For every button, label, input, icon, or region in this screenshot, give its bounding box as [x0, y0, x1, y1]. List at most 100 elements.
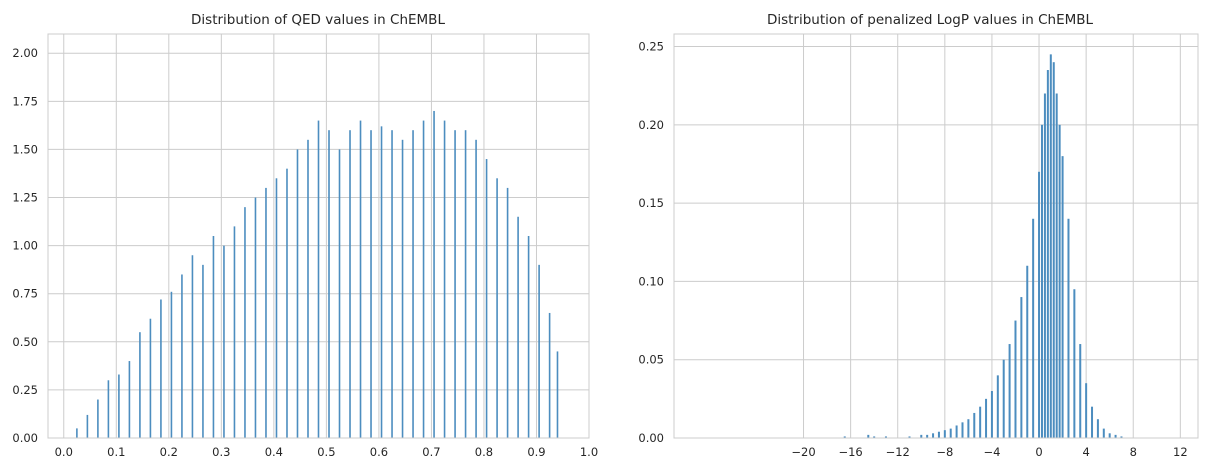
qed-histogram-bar: [181, 274, 183, 438]
qed-histogram-bar: [401, 139, 404, 439]
logp-histogram-bar: [979, 406, 982, 438]
qed-histogram-bar: [328, 130, 330, 438]
qed-histogram-bar: [370, 130, 372, 438]
logp-histogram-bar: [1091, 406, 1094, 438]
qed-x-tick-label: 0.2: [160, 445, 178, 459]
logp-x-tick-label: 12: [1173, 445, 1188, 459]
qed-y-tick-label: 0.25: [12, 383, 38, 397]
qed-histogram-bar: [485, 159, 488, 439]
logp-x-tick-label: 8: [1130, 445, 1137, 459]
logp-histogram-bar: [920, 434, 923, 438]
qed-histogram-bar: [475, 139, 477, 439]
qed-histogram-bar: [548, 312, 551, 438]
qed-y-tick-label: 1.00: [12, 239, 38, 253]
logp-plot-frame: [673, 33, 1199, 439]
qed-y-tick-label: 0.75: [12, 287, 38, 301]
logp-histogram-bar: [1014, 320, 1017, 438]
qed-chart-title: Distribution of QED values in ChEMBL: [191, 12, 445, 28]
qed-histogram-bar: [556, 351, 559, 438]
logp-y-tick-label: 0.00: [638, 431, 664, 445]
qed-x-tick-label: 0.4: [265, 445, 283, 459]
qed-x-tick-label: 0.7: [422, 445, 440, 459]
qed-histogram-bar: [349, 130, 351, 438]
logp-histogram-bar: [1046, 70, 1049, 438]
logp-histogram-bar: [932, 433, 935, 438]
qed-y-tick-label: 1.75: [12, 94, 38, 108]
qed-histogram-bar: [338, 149, 341, 438]
qed-x-tick-label: 0.3: [212, 445, 230, 459]
logp-histogram-bar: [873, 436, 876, 438]
qed-histogram-bar: [76, 428, 78, 438]
logp-x-tick-label: −8: [936, 445, 953, 459]
qed-histogram-bar: [275, 178, 278, 439]
logp-histogram-bar: [1120, 436, 1123, 438]
qed-histogram-bar: [359, 120, 362, 439]
logp-y-tick-label: 0.10: [638, 274, 664, 288]
qed-histogram-bar: [223, 245, 225, 438]
logp-y-tick-label: 0.20: [638, 118, 664, 132]
qed-histogram-bar: [212, 236, 215, 438]
qed-x-tick-label: 1.0: [580, 445, 598, 459]
logp-histogram-bar: [843, 436, 846, 438]
logp-histogram-bar: [937, 431, 940, 438]
logp-x-tick-label: −4: [983, 445, 1000, 459]
qed-histogram-panel: Distribution of QED values in ChEMBL 0.0…: [12, 12, 598, 459]
qed-histogram-bar: [118, 374, 120, 438]
logp-histogram-bar: [926, 434, 929, 438]
qed-histogram-bar: [412, 130, 414, 438]
qed-x-tick-label: 0.5: [317, 445, 335, 459]
logp-histogram-bar: [1026, 265, 1029, 438]
qed-histogram-bar: [139, 332, 141, 438]
qed-histogram-bar: [307, 139, 309, 439]
logp-histogram-bar: [1040, 124, 1043, 438]
logp-x-tick-label: 4: [1082, 445, 1089, 459]
qed-histogram-bar: [317, 120, 320, 439]
qed-histogram-bar: [233, 226, 236, 438]
logp-histogram-bar: [1096, 419, 1099, 438]
qed-histogram-bar: [128, 361, 131, 438]
qed-x-tick-label: 0.6: [370, 445, 388, 459]
logp-histogram-bar: [1085, 383, 1088, 438]
qed-histogram-bar: [454, 130, 456, 438]
qed-y-tick-label: 2.00: [12, 46, 38, 60]
qed-y-tick-label: 0.00: [12, 431, 38, 445]
logp-histogram-bar: [996, 375, 999, 438]
logp-histogram-bar: [1020, 297, 1023, 438]
logp-y-tick-label: 0.15: [638, 196, 664, 210]
logp-histogram-bar: [1058, 124, 1061, 438]
qed-histogram-bar: [244, 207, 246, 438]
logp-histogram-bar: [973, 412, 976, 438]
logp-histogram-bar: [955, 425, 958, 438]
logp-y-tick-label: 0.05: [638, 353, 664, 367]
qed-histogram-bar: [433, 110, 435, 438]
logp-chart-title: Distribution of penalized LogP values in…: [767, 12, 1094, 28]
logp-histogram-bar: [1043, 93, 1046, 438]
qed-histogram-bar: [380, 126, 383, 438]
logp-histogram-bar: [1067, 218, 1070, 438]
qed-histogram-bar: [391, 130, 393, 438]
qed-histogram-bar: [149, 318, 152, 438]
logp-y-tick-label: 0.25: [638, 40, 664, 54]
logp-histogram-bar: [1108, 433, 1111, 438]
qed-y-tick-label: 0.50: [12, 335, 38, 349]
qed-y-tick-label: 1.25: [12, 191, 38, 205]
qed-histogram-bar: [496, 178, 498, 439]
qed-histogram-bar: [296, 149, 299, 438]
qed-x-tick-label: 0.9: [527, 445, 545, 459]
logp-x-tick-label: 0: [1035, 445, 1042, 459]
logp-histogram-bar: [985, 398, 988, 438]
qed-histogram-bar: [191, 255, 194, 438]
logp-histogram-bar: [1055, 93, 1058, 438]
logp-histogram-bar: [1102, 428, 1105, 438]
logp-histogram-bar: [1079, 344, 1082, 438]
logp-histogram-bar: [1061, 156, 1064, 439]
logp-histogram-bar: [949, 428, 952, 438]
logp-x-tick-label: −16: [838, 445, 862, 459]
qed-histogram-bar: [422, 120, 425, 439]
qed-histogram-bar: [202, 264, 204, 438]
logp-histogram-bar: [1114, 434, 1117, 438]
qed-histogram-bar: [443, 120, 446, 439]
logp-x-tick-label: −12: [886, 445, 910, 459]
qed-histogram-bar: [254, 197, 257, 438]
